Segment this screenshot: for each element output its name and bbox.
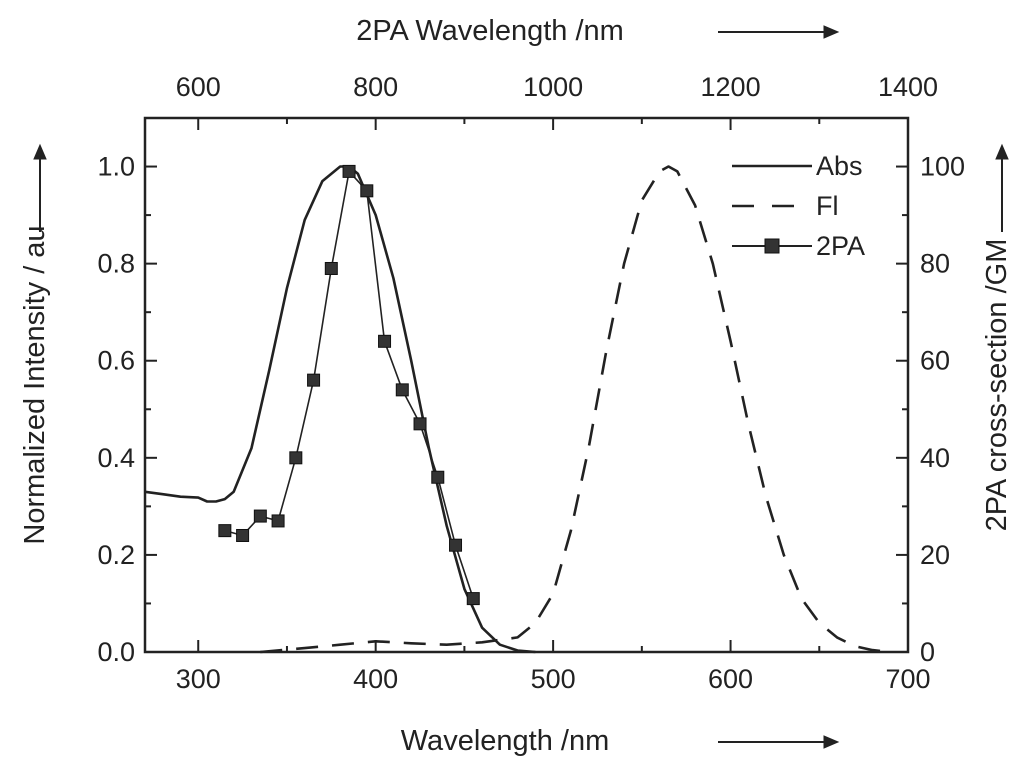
data-point-2pa [431, 470, 445, 484]
y-tick-label: 0.2 [97, 540, 135, 570]
y-ticks-group: 0.0 0.2 0.4 0.6 0.8 1.0 [97, 117, 157, 667]
y2-axis-arrow [995, 143, 1009, 232]
data-point-2pa [413, 417, 427, 431]
x-axis-arrow [718, 735, 840, 749]
data-point-2pa [378, 334, 392, 348]
x-ticks-group: 300 400 500 600 700 [176, 640, 931, 694]
x-tick-label: 700 [885, 664, 930, 694]
x2-axis-title: 2PA Wavelength /nm [356, 15, 624, 47]
x-tick-label: 400 [353, 664, 398, 694]
y-tick-label: 1.0 [97, 152, 135, 182]
x2-tick-label: 1200 [701, 72, 761, 102]
plot-frame [143, 116, 910, 654]
series-line-abs [144, 165, 536, 654]
y-tick-label: 0.4 [97, 443, 135, 473]
y-tick-label: 0.6 [97, 346, 135, 376]
x2-axis-arrow [718, 25, 840, 39]
legend-label-abs: Abs [816, 151, 863, 181]
x2-tick-label: 800 [353, 72, 398, 102]
x-tick-label: 500 [531, 664, 576, 694]
series-line-2pa [224, 170, 475, 599]
data-point-2pa [449, 538, 463, 552]
y-axis-arrow [33, 143, 47, 232]
data-point-2pa [289, 451, 303, 465]
data-point-2pa [271, 514, 285, 528]
y2-tick-label: 40 [920, 443, 950, 473]
x-axis-title: Wavelength /nm [401, 725, 609, 757]
data-point-2pa [253, 509, 267, 523]
x2-tick-label: 1400 [878, 72, 938, 102]
y-tick-label: 0.8 [97, 249, 135, 279]
y2-tick-label: 100 [920, 152, 965, 182]
x2-ticks-group: 600 800 1000 1200 1400 [176, 72, 938, 130]
y2-ticks-group: 0 20 40 60 80 100 [896, 152, 965, 667]
data-point-2pa [218, 524, 232, 538]
y2-tick-label: 80 [920, 249, 950, 279]
series-group [144, 164, 891, 654]
x2-tick-label: 1000 [523, 72, 583, 102]
y2-axis-title: 2PA cross-section /GM [981, 239, 1013, 532]
x-tick-label: 300 [176, 664, 221, 694]
data-point-2pa [342, 164, 356, 178]
data-point-2pa [307, 373, 321, 387]
legend-label-fl: Fl [816, 191, 839, 221]
legend: Abs Fl 2PA [732, 151, 865, 261]
x2-tick-label: 600 [176, 72, 221, 102]
data-point-2pa [395, 383, 409, 397]
legend-label-2pa: 2PA [816, 231, 865, 261]
legend-marker-2pa [764, 238, 780, 254]
y2-tick-label: 0 [920, 637, 935, 667]
data-point-2pa [324, 261, 338, 275]
y-axis-title: Normalized Intensity / au [19, 225, 51, 544]
y2-tick-label: 20 [920, 540, 950, 570]
data-point-2pa [466, 592, 480, 606]
x-tick-label: 600 [708, 664, 753, 694]
series-line-fl [260, 165, 891, 654]
data-point-2pa [236, 528, 250, 542]
y-tick-label: 0.0 [97, 637, 135, 667]
data-point-2pa [360, 184, 374, 198]
y2-tick-label: 60 [920, 346, 950, 376]
